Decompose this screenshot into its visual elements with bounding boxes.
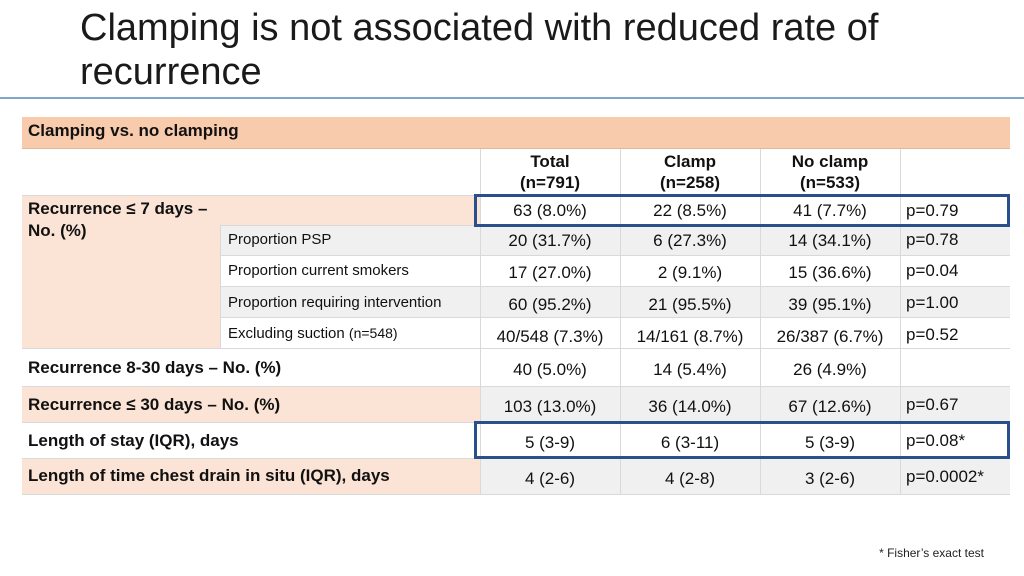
row-total: 40 (5.0%) <box>513 360 587 379</box>
highlight-box-rec7 <box>474 194 1010 227</box>
row-pvalue: p=0.0002* <box>906 467 984 486</box>
row-label: Length of stay (IQR), days <box>28 431 239 450</box>
subrow-label: Proportion current smokers <box>228 262 409 279</box>
rec7-pvalue: p=0.79 <box>906 201 959 220</box>
row-total: 5 (3-9) <box>524 433 576 452</box>
subrow-pvalue: p=1.00 <box>906 293 959 312</box>
column-divider <box>760 149 761 494</box>
subrow-total: 60 (95.2%) <box>508 295 592 314</box>
col-header-clamp: Clamp (n=258) <box>660 152 720 192</box>
table-row <box>480 386 1010 422</box>
row-pvalue: p=0.67 <box>906 395 959 414</box>
subrow-label: Excluding suction (n=548) <box>228 325 398 342</box>
subrow-noclamp: 14 (34.1%) <box>788 231 872 250</box>
subrow-noclamp: 26/387 (6.7%) <box>776 327 884 346</box>
rec7-clamp: 22 (8.5%) <box>653 201 727 220</box>
subrow-pvalue: p=0.52 <box>906 325 959 344</box>
rec7-total: 63 (8.0%) <box>513 201 587 220</box>
subrow-pvalue: p=0.04 <box>906 261 959 280</box>
row-noclamp: 26 (4.9%) <box>793 360 867 379</box>
title-divider <box>0 97 1024 99</box>
rec7-label: Recurrence ≤ 7 days – No. (%) <box>28 199 208 240</box>
footnote: * Fisher’s exact test <box>879 546 984 560</box>
subrow-pvalue: p=0.78 <box>906 230 959 249</box>
row-noclamp: 3 (2-6) <box>804 469 856 488</box>
row-divider <box>22 494 1010 495</box>
row-divider <box>220 286 1010 287</box>
table-caption: Clamping vs. no clamping <box>22 117 1010 149</box>
column-header-row <box>22 149 1010 195</box>
slide-title: Clamping is not associated with reduced … <box>80 7 879 93</box>
row-clamp: 4 (2-8) <box>664 469 716 488</box>
table-row <box>480 458 1010 494</box>
row-noclamp: 5 (3-9) <box>804 433 856 452</box>
col-header-noclamp: No clamp (n=533) <box>791 152 869 192</box>
subrow-label: Proportion PSP <box>228 231 332 248</box>
column-divider <box>480 149 481 494</box>
subrow-label: Proportion requiring intervention <box>228 294 442 311</box>
subrow-clamp: 2 (9.1%) <box>657 263 723 282</box>
col-header-total: Total (n=791) <box>520 152 580 192</box>
subrow-clamp: 6 (27.3%) <box>653 231 727 250</box>
column-divider <box>220 225 221 348</box>
rec7-main-row <box>480 195 1010 225</box>
row-pvalue: p=0.08* <box>906 431 966 450</box>
row-divider <box>22 348 1010 349</box>
subrow-total: 20 (31.7%) <box>508 231 592 250</box>
subrow-total: 40/548 (7.3%) <box>496 327 604 346</box>
subrow-noclamp: 15 (36.6%) <box>788 263 872 282</box>
subrow-clamp: 21 (95.5%) <box>648 295 732 314</box>
column-divider <box>620 149 621 494</box>
row-clamp: 36 (14.0%) <box>648 397 732 416</box>
row-label: Length of time chest drain in situ (IQR)… <box>28 466 390 485</box>
rec7-label-cell <box>22 195 220 348</box>
row-divider <box>220 255 1010 256</box>
row-divider <box>22 386 1010 387</box>
subrow-total: 17 (27.0%) <box>508 263 592 282</box>
row-clamp: 14 (5.4%) <box>653 360 727 379</box>
row-noclamp: 67 (12.6%) <box>788 397 872 416</box>
row-label: Recurrence ≤ 30 days – No. (%) <box>28 395 281 414</box>
highlight-box-los <box>474 421 1010 459</box>
row-clamp: 6 (3-11) <box>660 433 720 452</box>
row-total: 4 (2-6) <box>524 469 576 488</box>
column-divider <box>900 149 901 494</box>
subrow-clamp: 14/161 (8.7%) <box>636 327 744 346</box>
row-divider <box>220 317 1010 318</box>
row-label: Recurrence 8-30 days – No. (%) <box>28 358 282 377</box>
subrow-noclamp: 39 (95.1%) <box>788 295 872 314</box>
table-row <box>22 422 1010 458</box>
table-row <box>22 348 1010 386</box>
rec7-noclamp: 41 (7.7%) <box>793 201 867 220</box>
row-total: 103 (13.0%) <box>503 397 597 416</box>
rec7-main-label-spacer <box>220 195 480 225</box>
